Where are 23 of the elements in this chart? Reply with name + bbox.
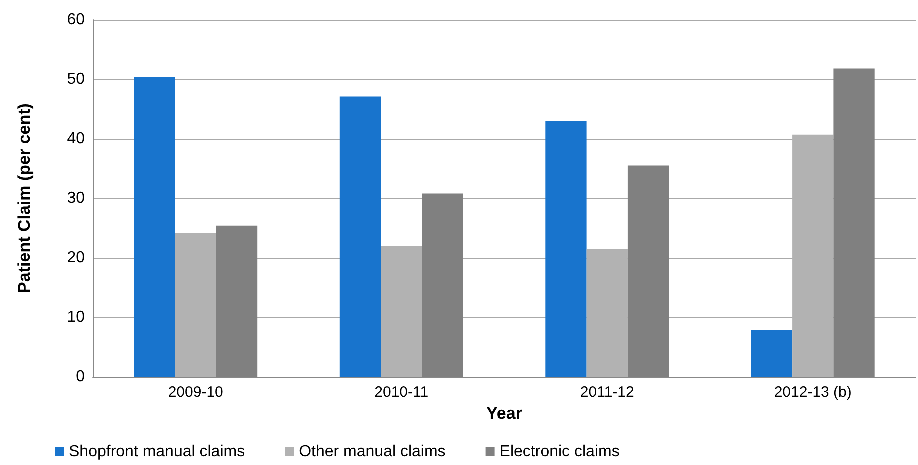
y-tick-label: 10 [67,309,86,326]
bar [340,96,382,377]
y-tick-label: 20 [67,250,86,266]
y-tick-label: 30 [67,190,86,207]
y-axis-title: Patient Claim (per cent) [15,104,34,294]
y-tick-label: 0 [76,368,86,386]
bar [751,330,793,377]
legend-label: Shopfront manual claims [69,444,246,460]
y-tick-label: 50 [67,71,86,88]
legend-label: Electronic claims [500,444,620,460]
x-tick-label: 2009-10 [168,384,224,401]
x-axis-title: Year [486,404,523,423]
bar [381,246,422,377]
bar [546,121,587,377]
x-tick-label: 2011-12 [580,384,634,401]
y-tick-label: 40 [67,130,86,148]
x-tick-label: 2010-11 [374,384,429,401]
legend-label: Other manual claims [299,444,446,460]
bar [175,233,216,377]
x-tick-label: 2012-13 (b) [774,384,852,401]
y-tick-label: 60 [67,12,86,28]
bar [586,249,628,377]
bar [134,77,176,377]
